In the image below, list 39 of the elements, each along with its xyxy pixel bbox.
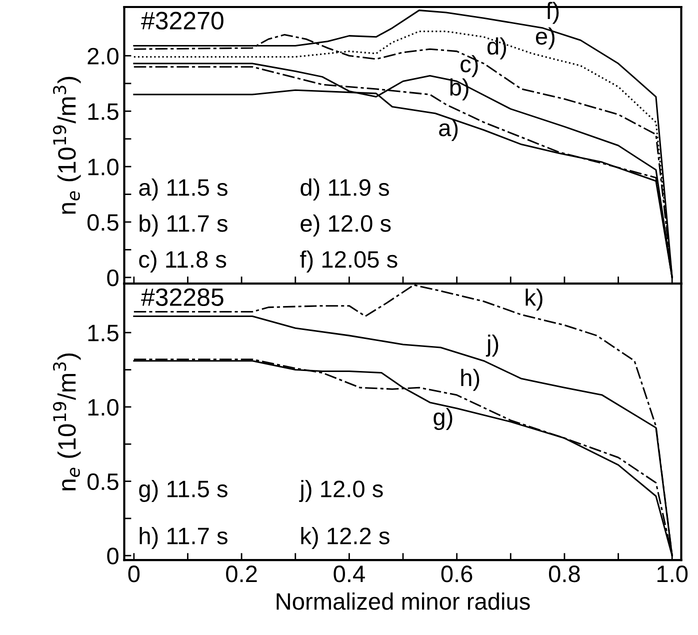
- y-tick-label: 1.0: [88, 158, 118, 176]
- y-tick-label: 0.5: [87, 473, 118, 490]
- annotation: b) 11.7 s: [140, 214, 228, 237]
- x-tick-label: 0.4: [334, 566, 365, 582]
- y-tick-label: 1.5: [88, 324, 118, 342]
- x-tick-label: 1.0: [657, 566, 688, 582]
- y-tick-label: 1.5: [88, 103, 118, 120]
- annotation: d): [488, 37, 506, 60]
- annotation: f) 12.05 s: [300, 250, 398, 272]
- annotation: c): [460, 55, 478, 78]
- annotation: a) 11.5 s: [139, 178, 228, 201]
- annotation: e): [536, 27, 554, 50]
- annotation: a): [439, 118, 458, 141]
- x-tick-label: 0: [128, 566, 140, 582]
- y-tick-label: 1.0: [88, 399, 118, 416]
- annotation: e) 12.0 s: [300, 214, 391, 237]
- annotation: #32285: [141, 288, 224, 306]
- y-tick-label: 2.0: [88, 48, 118, 65]
- annotation: h): [461, 368, 480, 391]
- x-tick-label: 0.2: [226, 566, 257, 582]
- annotation: j) 12.0 s: [299, 480, 383, 502]
- annotation: k): [526, 288, 542, 311]
- annotation: c) 11.8 s: [139, 250, 226, 272]
- x-tick-label: 0.8: [548, 566, 580, 582]
- annotation: j): [486, 334, 498, 357]
- annotation: b): [450, 78, 468, 100]
- x-tick-label: 0.6: [441, 566, 472, 582]
- y-axis-title: n$_{e}$ (10$^{19}$/m$^{3}$): [53, 353, 81, 490]
- y-tick-label: 0.5: [87, 214, 118, 231]
- annotation: g) 11.5 s: [139, 480, 228, 502]
- annotation: g): [434, 408, 452, 430]
- annotation: #32270: [141, 12, 224, 30]
- annotation: h) 11.7 s: [140, 527, 228, 549]
- y-tick-label: 0: [107, 548, 118, 564]
- y-axis-title: n$_{e}$ (10$^{19}$/m$^{3}$): [53, 76, 81, 214]
- y-tick-label: 0: [107, 270, 118, 286]
- x-axis-title: Normalized minor radius: [276, 592, 530, 610]
- annotation: k) 12.2 s: [301, 527, 390, 549]
- annotation: d) 11.9 s: [300, 178, 389, 201]
